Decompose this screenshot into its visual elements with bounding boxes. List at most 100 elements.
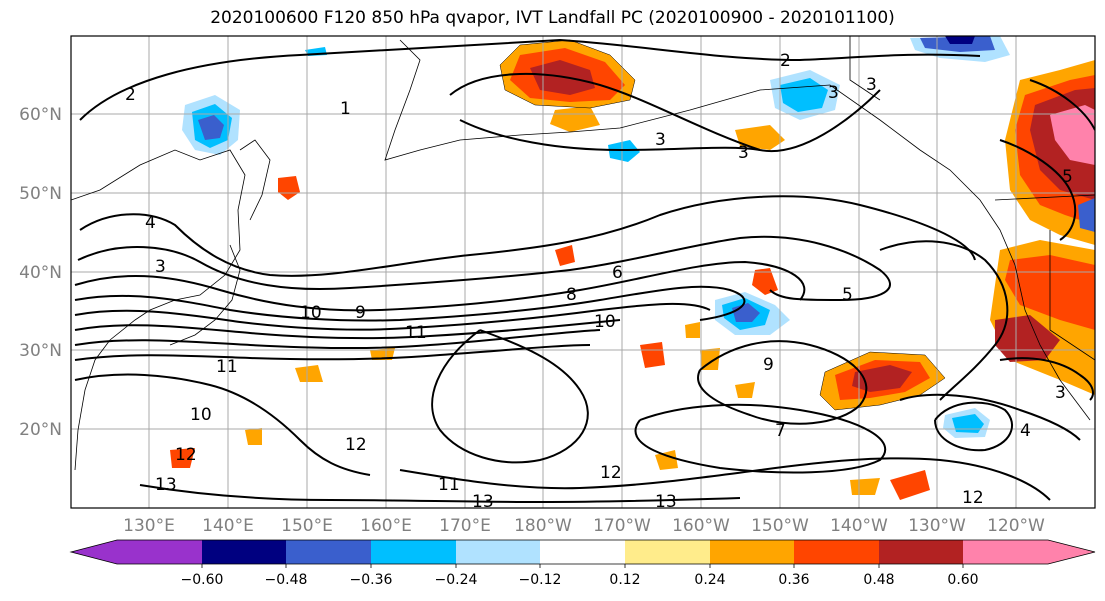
y-tick-label: 40°N — [19, 263, 62, 283]
colorbar-swatch — [794, 540, 879, 564]
contour-label: 2 — [125, 85, 136, 105]
contour-label: 9 — [355, 303, 366, 323]
colorbar-swatch — [71, 540, 117, 564]
contour-label: 10 — [594, 312, 616, 332]
figure-title: 2020100600 F120 850 hPa qvapor, IVT Land… — [210, 8, 895, 28]
contour-5-coast — [999, 139, 1077, 241]
colorbar-swatch — [879, 540, 963, 564]
colorbar-swatch — [540, 540, 625, 564]
contour-label: 13 — [472, 492, 494, 512]
colorbar-swatch — [625, 540, 710, 564]
x-tick-label: 170°W — [593, 516, 651, 536]
contour-4-west — [79, 195, 976, 277]
x-tick-label: 120°W — [987, 516, 1045, 536]
contour-label: 2 — [780, 51, 791, 71]
shade-trop-pos-9 — [890, 470, 930, 500]
outline-bering-pos — [499, 39, 636, 109]
colorbar-label: −0.60 — [181, 572, 224, 588]
ivt-contours — [74, 38, 1095, 504]
contour-label: 5 — [842, 285, 853, 305]
contour-6 — [74, 260, 806, 312]
contour-2-north — [79, 38, 981, 121]
contour-5-east — [879, 240, 1009, 401]
contour-3-gulf — [449, 72, 881, 153]
contour-7-loop — [634, 403, 887, 474]
coast-alaska — [384, 39, 1091, 421]
contour-label: 12 — [962, 488, 984, 508]
contour-label: 12 — [600, 463, 622, 483]
coastlines — [71, 36, 1095, 471]
x-tick-label: 140°E — [202, 516, 254, 536]
shade-trop-pos — [640, 342, 665, 368]
coast-state-border — [1049, 230, 1095, 361]
contour-label: 6 — [612, 263, 623, 283]
contour-label: 13 — [655, 492, 677, 512]
contour-label: 3 — [828, 83, 839, 103]
contour-label: 3 — [1055, 383, 1066, 403]
shade-trop-pos-8 — [850, 478, 880, 495]
shade-subtrop-neg-mid — [952, 414, 984, 433]
x-tick-label: 180°W — [514, 516, 572, 536]
contour-label: 11 — [216, 357, 238, 377]
shade-trop-pos-5 — [700, 348, 720, 370]
colorbar-label: −0.24 — [435, 572, 478, 588]
contour-3-coast — [1029, 79, 1095, 131]
colorbar-swatch — [202, 540, 286, 564]
shade-yukon-neg-navy — [945, 36, 975, 44]
contour-label: 11 — [405, 323, 427, 343]
contour-3-inner — [459, 119, 761, 152]
map-frame — [70, 35, 1096, 509]
contour-label: 12 — [175, 445, 197, 465]
contour-12-sw — [74, 373, 371, 476]
shade-trop-pos-2 — [295, 365, 323, 382]
contour-8 — [74, 302, 711, 331]
y-tick-label: 20°N — [19, 420, 62, 440]
contour-label: 7 — [775, 421, 786, 441]
contour-label: 10 — [190, 405, 212, 425]
colorbar-label: −0.48 — [265, 572, 308, 588]
shade-kamchatka-pos — [278, 176, 300, 200]
contour-label: 3 — [738, 143, 749, 163]
contour-label: 3 — [155, 257, 166, 277]
y-tick-labels: 60°N 50°N 40°N 30°N 20°N — [19, 105, 62, 440]
colorbar-outline — [69, 539, 1096, 565]
x-tick-label: 160°E — [360, 516, 412, 536]
x-tick-label: 140°W — [830, 516, 888, 536]
colorbar-label: 0.12 — [609, 572, 640, 588]
contour-10 — [74, 329, 601, 350]
shade-bc-neg — [1078, 198, 1095, 232]
shade-kamchatka-neg-dark — [198, 115, 224, 140]
shade-dateline-pos — [555, 245, 575, 266]
colorbar-label: −0.12 — [519, 572, 562, 588]
colorbar-swatch — [371, 540, 456, 564]
colorbar: −0.60 −0.48 −0.36 −0.24 −0.12 0.12 0.24 … — [69, 539, 1096, 588]
colorbar-label: 0.48 — [863, 572, 894, 588]
colorbar-label: 0.60 — [947, 572, 978, 588]
contour-4-east — [899, 393, 1081, 441]
contour-label: 12 — [345, 435, 367, 455]
y-tick-label: 60°N — [19, 105, 62, 125]
contour-label: 3 — [655, 130, 666, 150]
coast-asia — [71, 149, 246, 471]
contour-label: 5 — [1062, 167, 1073, 187]
colorbar-ticks — [201, 564, 964, 568]
colorbar-swatch — [710, 540, 794, 564]
shade-trop-pos-7 — [655, 450, 678, 470]
shade-trop-pos-10 — [245, 428, 262, 445]
coast-bc-border — [994, 194, 1095, 201]
x-tick-label: 150°E — [281, 516, 333, 536]
x-tick-label: 130°W — [908, 516, 966, 536]
shade-gulf-neg — [608, 140, 640, 162]
contour-3-east — [999, 357, 1094, 401]
shade-gulfak-neg-mid — [780, 78, 828, 112]
shade-akpen-pos — [550, 106, 600, 132]
contour-11-loop — [431, 329, 589, 464]
x-tick-labels: 130°E 140°E 150°E 160°E 170°E 180°W 170°… — [123, 516, 1045, 536]
contour-label: 10 — [300, 303, 322, 323]
shade-trop-pos-11 — [685, 322, 700, 338]
colorbar-label: 0.36 — [778, 572, 809, 588]
y-tick-label: 50°N — [19, 184, 62, 204]
contour-12-trop — [399, 457, 1051, 501]
y-tick-label: 30°N — [19, 341, 62, 361]
